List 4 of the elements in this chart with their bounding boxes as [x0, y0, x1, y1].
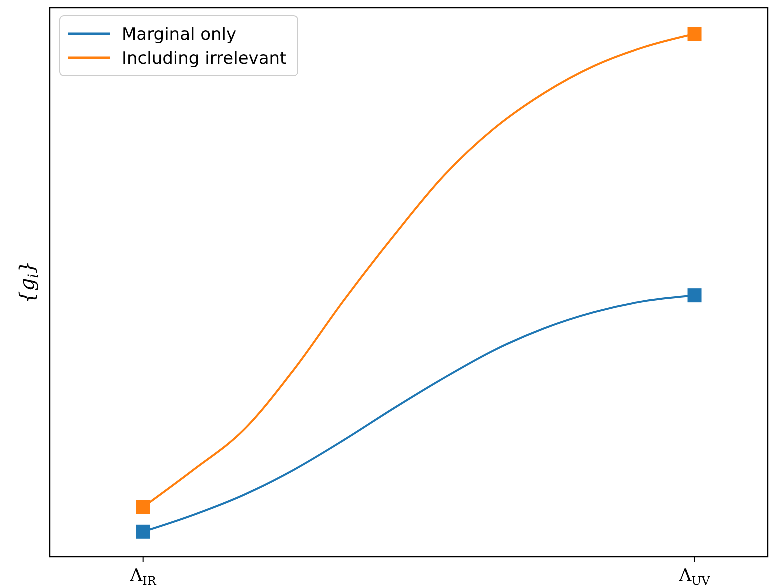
legend-label: Including irrelevant	[122, 49, 288, 69]
legend-label: Marginal only	[122, 25, 237, 45]
x-tick-label: Λ$_{IR}$	[129, 566, 158, 588]
x-tick-label: Λ$_{UV}$	[678, 566, 711, 588]
